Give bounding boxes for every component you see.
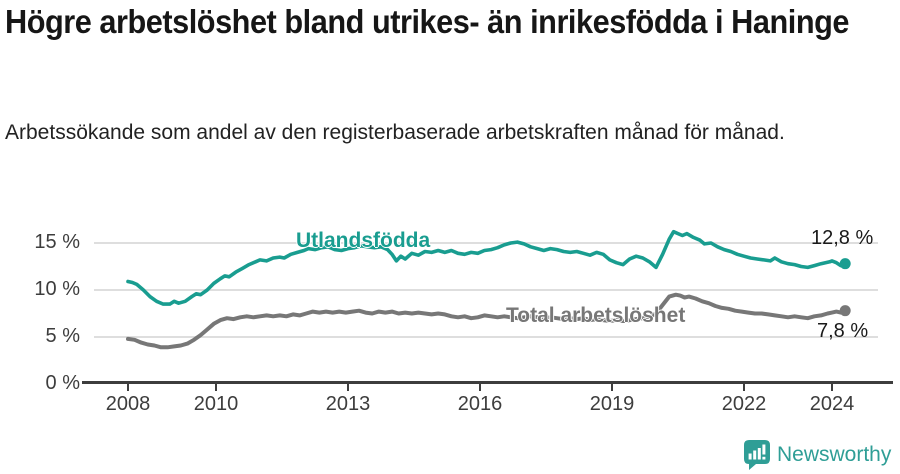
series-line-total — [126, 292, 848, 350]
end-value-label-total: 7,8 % — [817, 320, 869, 342]
newsworthy-logo: Newsworthy — [744, 440, 891, 470]
x-axis-tick — [127, 382, 129, 391]
x-tick-label: 2016 — [457, 393, 503, 415]
chart-gridline — [94, 336, 878, 338]
newsworthy-speech-bubble-bar-chart-icon — [744, 440, 770, 470]
series-label-utlandsfodda: Utlandsfödda — [296, 229, 431, 252]
end-value-label-utlandsfodda: 12,8 % — [811, 227, 874, 249]
x-axis-line — [82, 381, 893, 384]
x-axis-tick — [215, 382, 217, 391]
chart-gridline — [94, 289, 878, 291]
series-line-utlandsfodda — [126, 229, 848, 306]
x-axis-tick — [831, 382, 833, 391]
x-tick-label: 2008 — [105, 393, 151, 415]
x-tick-label: 2019 — [589, 393, 635, 415]
x-axis-tick — [347, 382, 349, 391]
page-subtitle: Arbetssökande som andel av den registerb… — [5, 121, 785, 144]
y-tick-label: 10 % — [34, 278, 80, 300]
page-title: Högre arbetslöshet bland utrikes- än inr… — [5, 3, 850, 40]
chart-gridline — [94, 242, 878, 244]
series-end-dot-total — [839, 305, 851, 317]
brand-name: Newsworthy — [777, 443, 892, 466]
x-tick-label: 2010 — [193, 393, 239, 415]
x-tick-label: 2013 — [325, 393, 371, 415]
y-tick-label: 5 % — [45, 325, 80, 347]
x-tick-label: 2022 — [721, 393, 767, 415]
y-tick-label: 15 % — [34, 231, 80, 253]
x-axis-tick — [479, 382, 481, 391]
series-label-total: Total arbetslöshet — [506, 304, 686, 327]
x-axis-tick — [611, 382, 613, 391]
series-end-dot-utlandsfodda — [839, 258, 851, 270]
x-axis-tick — [743, 382, 745, 391]
x-tick-label: 2024 — [809, 393, 855, 415]
y-tick-label: 0 % — [45, 372, 80, 394]
